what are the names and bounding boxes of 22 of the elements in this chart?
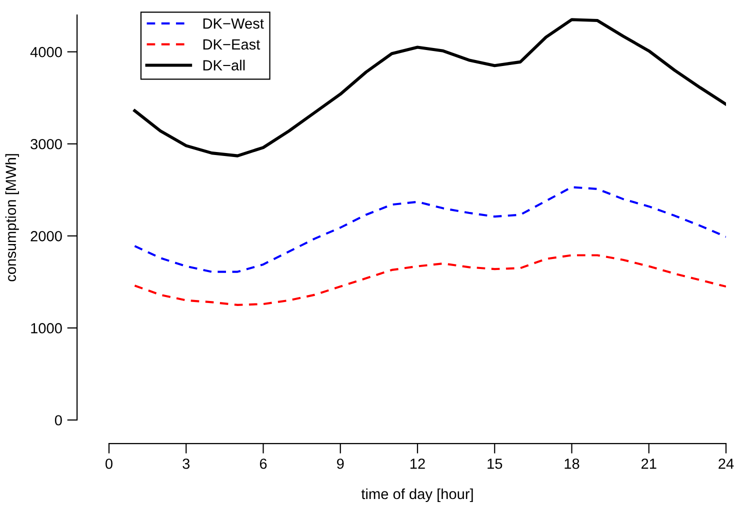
- x-tick-label: 24: [718, 458, 734, 469]
- x-tick-label: 6: [260, 458, 267, 469]
- legend-label: DK−all: [203, 60, 245, 70]
- legend-label: DK−West: [203, 18, 264, 29]
- x-tick-label: 3: [182, 458, 190, 469]
- line-series: [133, 18, 726, 158]
- y-tick-label: 4000: [30, 46, 62, 58]
- y-tick-label: 2000: [30, 231, 62, 242]
- x-axis-title: time of day [hour]: [361, 488, 473, 502]
- x-tick-label: 9: [337, 458, 344, 469]
- x-tick-label: 21: [642, 458, 656, 469]
- x-tick-label: 18: [564, 458, 580, 469]
- line-series: [134, 186, 726, 273]
- y-axis-title: consumption [MWh]: [5, 154, 19, 282]
- x-tick-label: 15: [488, 458, 502, 469]
- y-tick-label: 1000: [31, 323, 62, 334]
- legend-label: DK−East: [203, 39, 260, 50]
- y-tick-label: 0: [54, 415, 62, 426]
- x-tick-label: 12: [410, 458, 425, 469]
- line-series: [134, 254, 726, 306]
- y-tick-label: 3000: [30, 138, 62, 150]
- x-tick-label: 0: [106, 458, 112, 469]
